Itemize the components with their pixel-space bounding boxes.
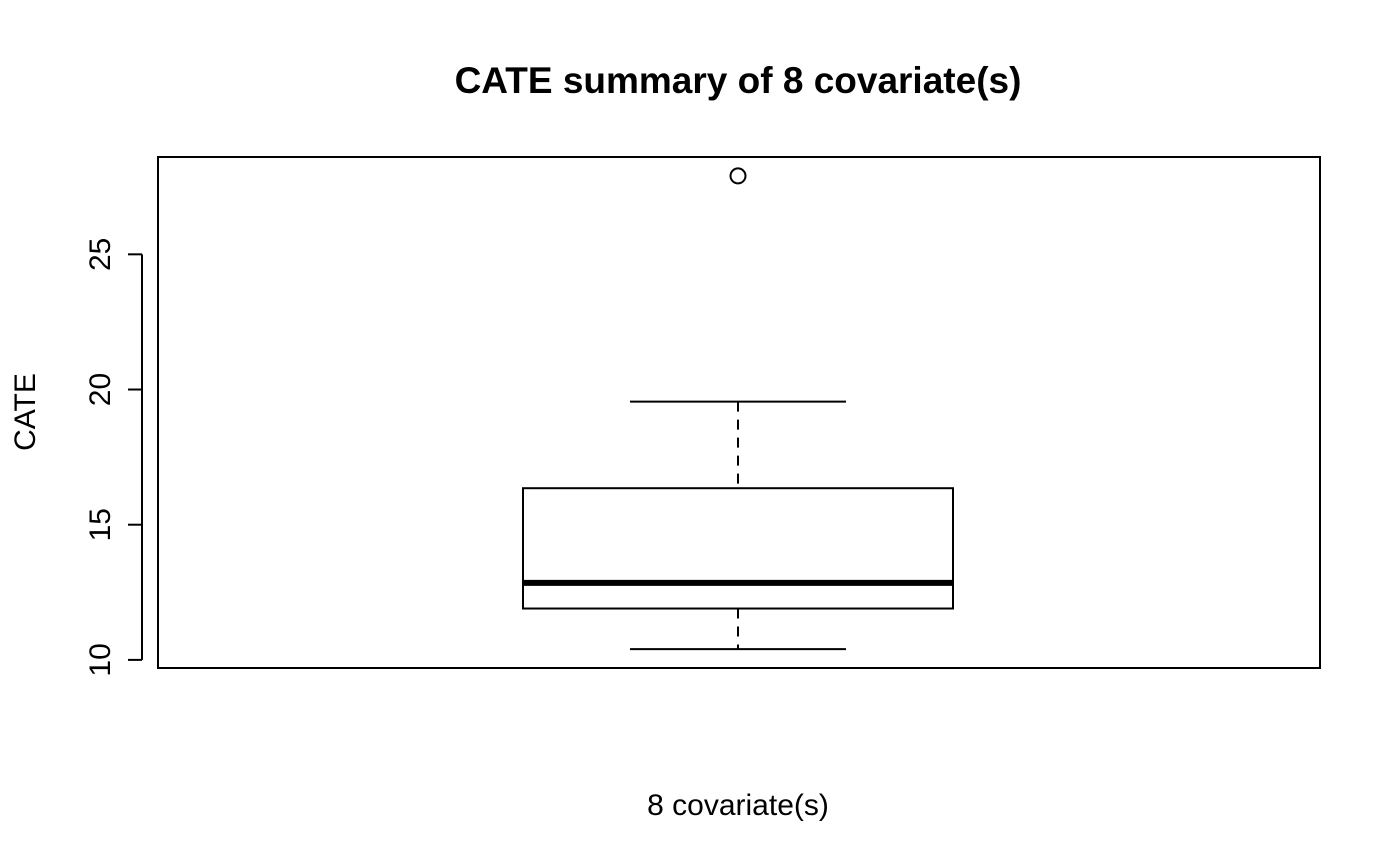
y-tick-label: 10 bbox=[84, 643, 117, 676]
chart-title: CATE summary of 8 covariate(s) bbox=[455, 60, 1022, 101]
y-axis-label: CATE bbox=[9, 373, 42, 451]
y-axis: 10 15 20 25 bbox=[84, 238, 143, 677]
y-tick-label: 15 bbox=[84, 508, 117, 541]
x-axis-label: 8 covariate(s) bbox=[647, 789, 829, 822]
y-tick-label: 25 bbox=[84, 238, 117, 271]
y-tick-label: 20 bbox=[84, 373, 117, 406]
box-group bbox=[522, 167, 954, 651]
iqr-box bbox=[522, 487, 954, 610]
plot-frame bbox=[157, 156, 1321, 669]
outlier-point bbox=[729, 167, 747, 185]
